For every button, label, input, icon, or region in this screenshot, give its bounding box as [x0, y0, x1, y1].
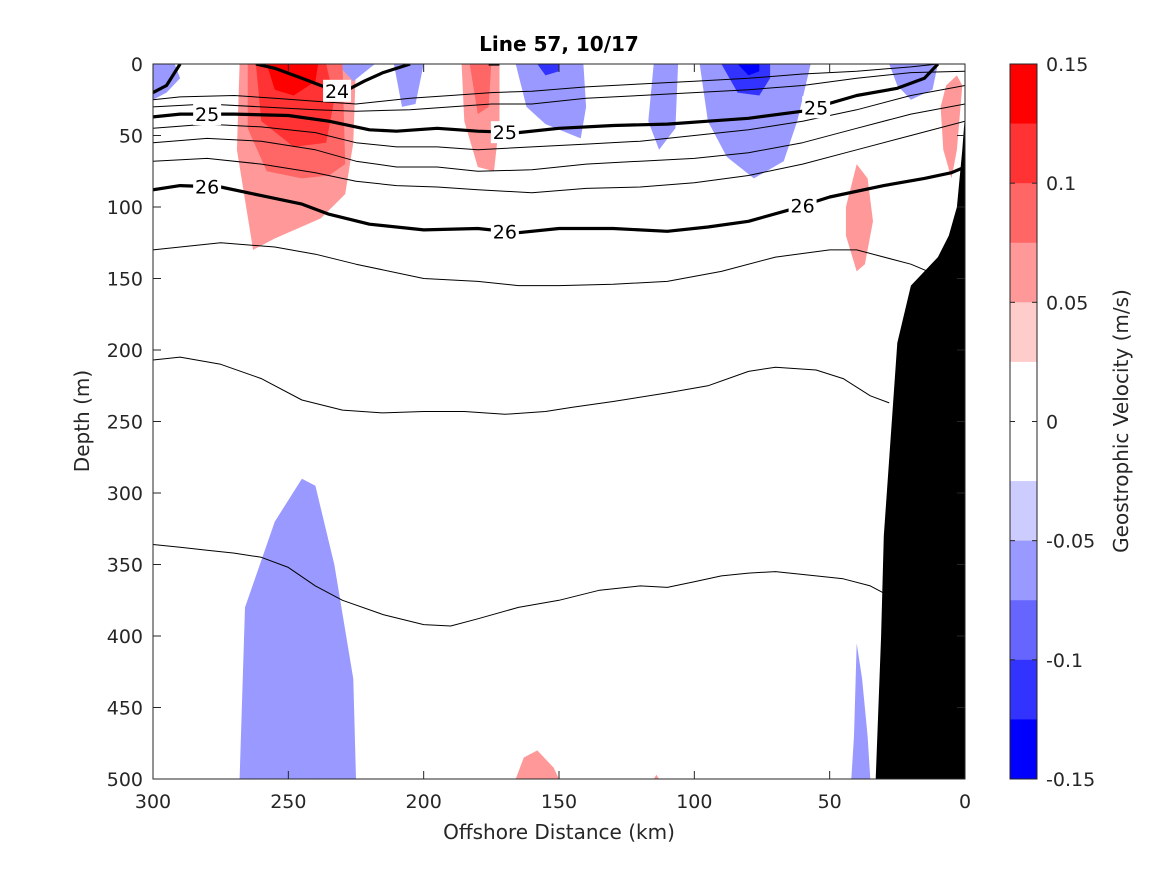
isopycnal-line-11 [153, 356, 890, 415]
y-tick-label: 200 [107, 340, 143, 362]
contour-label-pad [788, 194, 817, 217]
contour-label-pad [193, 103, 222, 126]
colorbar: 0.15 0.1 0.05 0 -0.05 -0.1 -0.15 [1009, 54, 1095, 791]
y-tick-label: 450 [107, 698, 143, 720]
x-tick-label: 0 [959, 791, 971, 813]
plot-area [153, 64, 965, 779]
isopycnal-line-12 [153, 544, 885, 627]
velocity-patch-10 [940, 75, 963, 179]
colorbar-tick-label: 0 [1046, 412, 1058, 434]
colorbar-band-9 [1010, 600, 1037, 661]
velocity-patch-4 [337, 64, 375, 82]
isopycnal-line-6 [153, 120, 965, 194]
velocity-patch-25 [266, 64, 319, 96]
colorbar-tick-label: 0.1 [1046, 173, 1076, 195]
velocity-patch-23 [537, 64, 559, 76]
isopycnal-line-5 [153, 242, 939, 287]
x-axis-label: Offshore Distance (km) [443, 820, 675, 844]
y-tick-label: 150 [107, 269, 143, 291]
isopycnal-line-1 [153, 64, 182, 95]
velocity-patch-21 [255, 664, 316, 779]
contour-label-pad [193, 175, 222, 198]
x-tick-label: 250 [270, 791, 306, 813]
seafloor-bathymetry [875, 114, 965, 779]
y-tick-label: 250 [107, 412, 143, 434]
contour-label-25: 25 [195, 104, 219, 126]
colorbar-label: Geostrophic Velocity (m/s) [1109, 289, 1133, 553]
contour-label-pad [490, 220, 519, 243]
y-axis-label: Depth (m) [70, 370, 94, 472]
chart-title: Line 57, 10/17 [479, 32, 639, 56]
velocity-patch-15 [153, 64, 170, 79]
x-tick-label: 150 [541, 791, 577, 813]
x-tick-label: 200 [406, 791, 442, 813]
colorbar-tick-label: 0.15 [1046, 54, 1088, 76]
velocity-patch-14 [653, 774, 660, 779]
contour-label-26: 26 [195, 177, 219, 199]
x-axis: 300 250 200 150 100 50 0 [135, 64, 971, 813]
y-tick-label: 100 [107, 197, 143, 219]
colorbar-tick-label: -0.15 [1046, 769, 1095, 791]
isopycnal-line-10 [153, 64, 938, 105]
isopycnal-contours [153, 64, 965, 627]
velocity-patch-13 [515, 750, 559, 779]
colorbar-tick-label: 0.05 [1046, 292, 1088, 314]
velocity-patch-26 [737, 64, 760, 76]
colorbar-band-1 [1010, 123, 1037, 184]
isopycnal-line-9 [153, 70, 965, 112]
colorbar-tick-label: -0.05 [1046, 531, 1095, 553]
y-axis: 0 50 100 150 200 250 300 350 400 450 500 [107, 54, 965, 791]
colorbar-tick-label: -0.1 [1046, 650, 1083, 672]
x-tick-label: 100 [676, 791, 712, 813]
contour-label-pad [802, 96, 831, 119]
contour-labels: 24 25 25 25 26 26 26 [193, 79, 831, 243]
colorbar-band-3 [1010, 242, 1037, 303]
isopycnal-line-3 [153, 64, 940, 135]
colorbar-band-11 [1010, 719, 1037, 780]
velocity-patch-17 [469, 64, 492, 115]
y-tick-label: 300 [107, 483, 143, 505]
y-tick-label: 0 [131, 54, 143, 76]
velocity-patch-24 [721, 64, 771, 96]
x-tick-label: 300 [135, 791, 171, 813]
y-tick-label: 500 [107, 769, 143, 791]
colorbar-band-8 [1010, 540, 1037, 601]
contour-label-24: 24 [325, 81, 349, 103]
colorbar-band-7 [1010, 481, 1037, 542]
contour-label-26: 26 [791, 196, 815, 218]
colorbar-band-6 [1010, 421, 1037, 482]
velocity-patch-2 [461, 64, 500, 172]
velocity-patch-3 [515, 64, 587, 139]
isopycnal-line-4 [153, 165, 965, 235]
colorbar-band-0 [1010, 64, 1037, 125]
contour-label-25: 25 [804, 97, 828, 119]
isopycnal-line-7 [153, 103, 965, 172]
velocity-patches [153, 64, 963, 779]
contour-label-pad [490, 121, 519, 144]
y-tick-label: 400 [107, 626, 143, 648]
colorbar-band-4 [1010, 302, 1037, 363]
colorbar-band-5 [1010, 361, 1037, 422]
colorbar-band-10 [1010, 659, 1037, 720]
contour-label-pad [323, 79, 352, 102]
colorbar-band-2 [1010, 183, 1037, 244]
bathymetry-layer [875, 114, 965, 779]
y-tick-label: 50 [119, 126, 143, 148]
x-tick-label: 50 [818, 791, 842, 813]
y-tick-label: 350 [107, 555, 143, 577]
velocity-patch-6 [648, 64, 679, 150]
contour-label-26: 26 [493, 221, 517, 243]
velocity-patch-5 [393, 64, 424, 107]
velocity-patch-12 [851, 643, 871, 779]
contour-label-25: 25 [493, 122, 517, 144]
